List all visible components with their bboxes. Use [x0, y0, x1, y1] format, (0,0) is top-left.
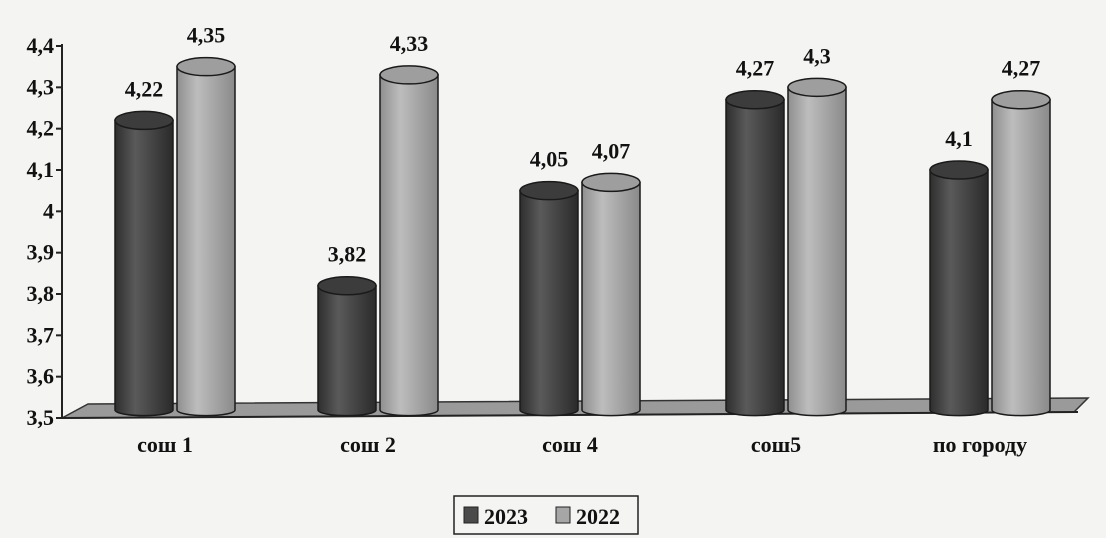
bar-body — [114, 119, 174, 417]
bar — [991, 89, 1051, 417]
legend-swatch — [555, 506, 571, 524]
bar — [317, 275, 377, 417]
bar-cap — [317, 275, 377, 296]
data-label: 4,1 — [945, 126, 973, 151]
bar — [176, 56, 236, 417]
y-tick-label: 4,4 — [27, 33, 55, 58]
x-tick-label: сош 1 — [137, 432, 193, 457]
data-label: 4,3 — [803, 43, 831, 68]
bar-cap — [581, 172, 641, 193]
legend: 2023 2022 — [453, 495, 639, 535]
bar — [929, 160, 989, 417]
bar-cap — [519, 180, 579, 201]
x-tick-label: сош 2 — [340, 432, 396, 457]
bar-cap — [991, 89, 1051, 110]
y-tick-label: 3,8 — [27, 281, 55, 306]
bar-cap — [787, 77, 847, 98]
bar — [787, 77, 847, 417]
bar-body — [787, 86, 847, 417]
y-tick-label: 3,6 — [27, 364, 55, 389]
bar-body — [991, 98, 1051, 417]
bar-cap — [929, 160, 989, 180]
bar — [725, 89, 785, 417]
data-label: 4,27 — [1002, 56, 1041, 81]
bar-body — [929, 169, 989, 417]
data-label: 4,35 — [187, 23, 226, 48]
bar-cap — [114, 110, 174, 131]
bars — [114, 56, 1051, 417]
bar-body — [519, 189, 579, 417]
y-tick-label: 3,7 — [27, 322, 55, 347]
x-axis: сош 1 сош 2 сош 4 сош5 по городу — [137, 432, 1027, 457]
legend-swatch — [463, 506, 479, 524]
y-axis: 3,5 3,6 3,7 3,8 3,9 4 4,1 4,2 4,3 4,4 — [27, 33, 63, 430]
x-tick-label: сош 4 — [542, 432, 598, 457]
data-labels: 4,22 4,35 3,82 4,33 4,05 4,07 4,27 4,3 4,1 4,27 — [125, 23, 1041, 267]
bar — [581, 172, 641, 417]
bar-body — [725, 98, 785, 417]
data-label: 4,05 — [530, 147, 569, 172]
bar — [519, 180, 579, 417]
y-tick-label: 3,5 — [27, 405, 55, 430]
y-tick-label: 4,2 — [27, 116, 55, 141]
legend-label: 2022 — [576, 504, 620, 529]
data-label: 4,27 — [736, 56, 775, 81]
x-axis-line — [61, 411, 1079, 419]
y-tick-label: 4,3 — [27, 74, 55, 99]
bar — [379, 65, 439, 417]
data-label: 4,33 — [390, 31, 429, 56]
y-tick-label: 4,1 — [27, 157, 55, 182]
x-tick-label: по городу — [933, 432, 1027, 457]
bar-body — [176, 65, 236, 417]
bar-cap — [725, 89, 785, 110]
bar-body — [379, 74, 439, 417]
y-tick-label: 3,9 — [27, 240, 55, 265]
bar-cap — [379, 65, 439, 85]
bar-body — [317, 284, 377, 417]
x-tick-label: сош5 — [751, 432, 801, 457]
data-label: 3,82 — [328, 242, 367, 267]
y-tick-label: 4 — [43, 198, 54, 223]
bar-body — [581, 181, 641, 417]
data-label: 4,07 — [592, 138, 631, 163]
data-label: 4,22 — [125, 76, 164, 101]
bar — [114, 110, 174, 417]
legend-label: 2023 — [484, 504, 528, 529]
legend-box — [453, 495, 639, 535]
bar-cap — [176, 56, 236, 77]
